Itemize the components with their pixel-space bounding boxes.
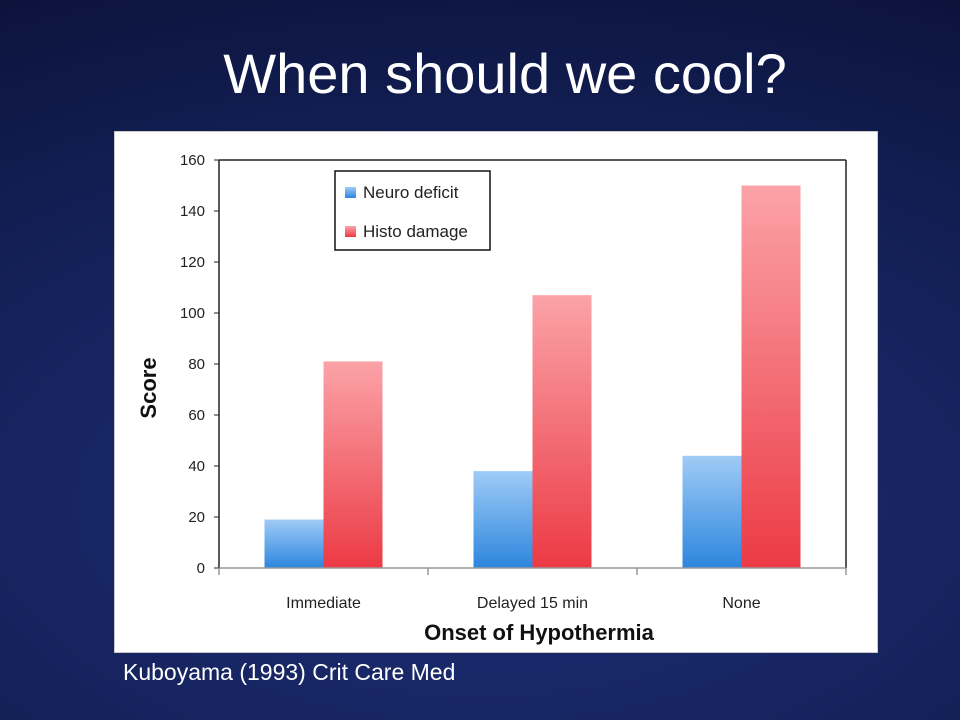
legend-label-neuro-deficit: Neuro deficit [363,183,459,202]
y-tick-label: 100 [180,305,205,322]
y-tick-label: 80 [188,356,205,373]
y-tick-label: 0 [197,560,205,577]
x-axis-title: Onset of Hypothermia [424,620,655,645]
bar-neuro-deficit [473,471,533,568]
x-category-label: Immediate [286,595,361,612]
legend: Neuro deficit Histo damage [334,170,491,251]
legend-swatch-neuro-deficit [345,187,356,198]
y-tick-label: 160 [180,152,205,169]
legend-frame [334,170,491,251]
bar-histo-damage [323,361,383,568]
slide-title: When should we cool? [223,42,787,105]
bar-neuro-deficit [682,455,742,568]
bar-histo-damage [532,295,592,568]
y-tick-label: 20 [188,509,205,526]
y-axis-title: Score [136,357,161,418]
y-tick-label: 120 [180,254,205,271]
bar-chart: 0 20 40 60 80 100 120 140 160 Immediate Delayed 1… [136,152,847,645]
bar-neuro-deficit [264,519,324,568]
x-category-label: Delayed 15 min [477,595,588,612]
chart-panel: 0 20 40 60 80 100 120 140 160 Immediate Delayed 1… [114,131,878,653]
bar-histo-damage [741,185,801,568]
legend-swatch-histo-damage [345,226,356,237]
x-category-label: None [722,595,760,612]
legend-label-histo-damage: Histo damage [363,222,468,241]
y-tick-label: 40 [188,458,205,475]
y-tick-label: 60 [188,407,205,424]
citation: Kuboyama (1993) Crit Care Med [123,659,456,685]
y-tick-label: 140 [180,203,205,220]
